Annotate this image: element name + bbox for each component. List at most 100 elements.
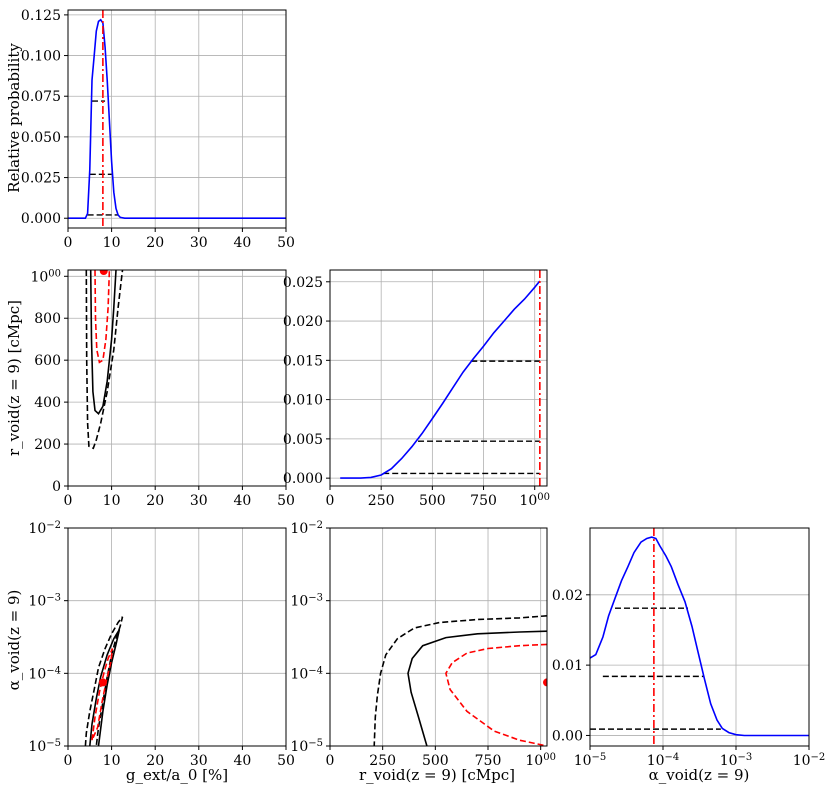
y-tick-label: 1000 xyxy=(30,268,61,286)
contour-line-3 xyxy=(445,643,547,746)
y-tick-label: 0.000 xyxy=(21,211,61,227)
contour-line-3 xyxy=(94,270,111,364)
panel-plot-area xyxy=(340,270,541,486)
panel-frame xyxy=(67,9,287,229)
contour-line-1 xyxy=(85,270,124,450)
y-tick-label: 0 xyxy=(52,479,61,495)
y-tick-label: 0.050 xyxy=(21,130,61,146)
contour-line-3 xyxy=(91,648,114,741)
x-tick-label: 750 xyxy=(475,753,502,769)
y-tick-label: 10−2 xyxy=(290,520,323,538)
y-tick-label: 600 xyxy=(34,353,61,369)
x-tick-label: 10−5 xyxy=(574,752,607,770)
x-tick-label: 30 xyxy=(190,493,208,509)
best-fit-point xyxy=(543,678,547,687)
xlabel-rvoid: r_void(z = 9) [cMpc] xyxy=(359,766,515,784)
x-tick-label: 250 xyxy=(369,753,396,769)
y-tick-label: 400 xyxy=(34,395,61,411)
x-tick-label: 0 xyxy=(64,235,73,251)
x-tick-label: 500 xyxy=(419,493,446,509)
contour-line-2 xyxy=(89,270,117,415)
x-tick-label: 750 xyxy=(470,493,497,509)
y-tick-label: 10−2 xyxy=(28,520,61,538)
xlabel-gext: g_ext/a_0 [%] xyxy=(126,766,228,784)
panel-plot-area xyxy=(590,528,809,746)
x-tick-label: 20 xyxy=(146,753,164,769)
probability-curve xyxy=(340,280,541,479)
x-tick-label: 10−4 xyxy=(647,752,680,770)
y-tick-label: 0.01 xyxy=(552,658,583,674)
x-tick-label: 20 xyxy=(146,235,164,251)
probability-curve xyxy=(68,18,286,219)
ylabel-relative-probability: Relative probability xyxy=(5,43,23,193)
y-tick-label: 0.015 xyxy=(283,353,323,369)
y-tick-label: 10−4 xyxy=(28,665,61,683)
y-tick-label: 0.025 xyxy=(283,275,323,291)
panel-rvoid-alpha: 0 250 500 750 1000 10−5 10−4 10−3 10−2 xyxy=(290,520,556,770)
best-fit-point xyxy=(99,270,108,276)
x-tick-label: 0 xyxy=(326,753,335,769)
x-tick-label: 40 xyxy=(233,493,251,509)
contour-line-2 xyxy=(89,629,121,746)
panel-gext-alpha: 0 10 20 30 40 50 10−5 10−4 10−3 10−2 xyxy=(28,520,294,770)
x-tick-label: 0 xyxy=(326,493,335,509)
best-fit-point xyxy=(98,678,107,687)
y-tick-label: 800 xyxy=(34,311,61,327)
panel-plot-area xyxy=(68,10,286,228)
contour-line-1 xyxy=(373,615,547,746)
x-tick-label: 30 xyxy=(190,753,208,769)
y-tick-label: 10−3 xyxy=(290,592,323,610)
x-tick-label: 50 xyxy=(277,753,295,769)
probability-curve xyxy=(590,536,809,737)
panel-gext-rvoid: 0 10 20 30 40 50 0 200 400 600 800 1000 xyxy=(30,268,295,509)
x-tick-label: 10 xyxy=(103,235,121,251)
y-tick-label: 0.005 xyxy=(283,432,323,448)
panel-frame xyxy=(67,527,287,747)
x-tick-label: 10−3 xyxy=(720,752,753,770)
x-tick-label: 250 xyxy=(368,493,395,509)
panel-plot-area xyxy=(85,270,124,450)
panel-frame xyxy=(589,527,810,747)
x-tick-label: 10 xyxy=(103,753,121,769)
x-tick-label: 10−2 xyxy=(793,752,826,770)
y-tick-label: 0.00 xyxy=(552,728,583,744)
panel-rvoid-marginal: 0 250 500 750 1000 0.000 0.005 0.010 0.015 0.020 0… xyxy=(283,269,550,510)
x-tick-label: 10 xyxy=(103,493,121,509)
x-tick-label: 40 xyxy=(233,235,251,251)
ylabel-rvoid: r_void(z = 9) [cMpc] xyxy=(5,300,23,456)
y-tick-label: 10−3 xyxy=(28,592,61,610)
x-tick-label: 500 xyxy=(422,753,449,769)
y-tick-label: 200 xyxy=(34,437,61,453)
x-tick-label: 0 xyxy=(64,753,73,769)
x-tick-label: 30 xyxy=(190,235,208,251)
y-tick-label: 0.000 xyxy=(283,471,323,487)
xlabel-alpha-void: α_void(z = 9) xyxy=(649,766,750,784)
y-tick-label: 0.010 xyxy=(283,393,323,409)
x-tick-label: 1000 xyxy=(525,752,556,770)
panel-alpha-marginal: 10−5 10−4 10−3 10−2 0.00 0.01 0.02 xyxy=(552,527,826,770)
x-tick-label: 1000 xyxy=(519,492,550,510)
panel-frame xyxy=(329,269,548,487)
panel-plot-area xyxy=(84,616,124,746)
y-tick-label: 10−4 xyxy=(290,665,323,683)
panel-frame xyxy=(329,527,548,747)
y-tick-label: 0.02 xyxy=(552,588,583,604)
y-tick-label: 0.020 xyxy=(283,314,323,330)
y-tick-label: 10−5 xyxy=(28,738,61,756)
y-tick-label: 0.125 xyxy=(21,8,61,24)
panel-frame xyxy=(67,269,287,487)
y-tick-label: 10−5 xyxy=(290,738,323,756)
y-tick-label: 0.025 xyxy=(21,171,61,187)
x-tick-label: 0 xyxy=(64,493,73,509)
panel-plot-area xyxy=(373,615,547,746)
y-tick-label: 0.075 xyxy=(21,89,61,105)
x-tick-label: 50 xyxy=(277,493,295,509)
panel-gext-marginal: 0 10 20 30 40 50 0.000 0.025 0.050 0.075 0.100 0.12… xyxy=(21,8,295,251)
x-tick-label: 20 xyxy=(146,493,164,509)
ylabel-alpha-void: α_void(z = 9) xyxy=(5,590,23,691)
contour-line-2 xyxy=(407,630,547,746)
x-tick-label: 50 xyxy=(277,235,295,251)
y-tick-label: 0.100 xyxy=(21,49,61,65)
x-tick-label: 40 xyxy=(233,753,251,769)
